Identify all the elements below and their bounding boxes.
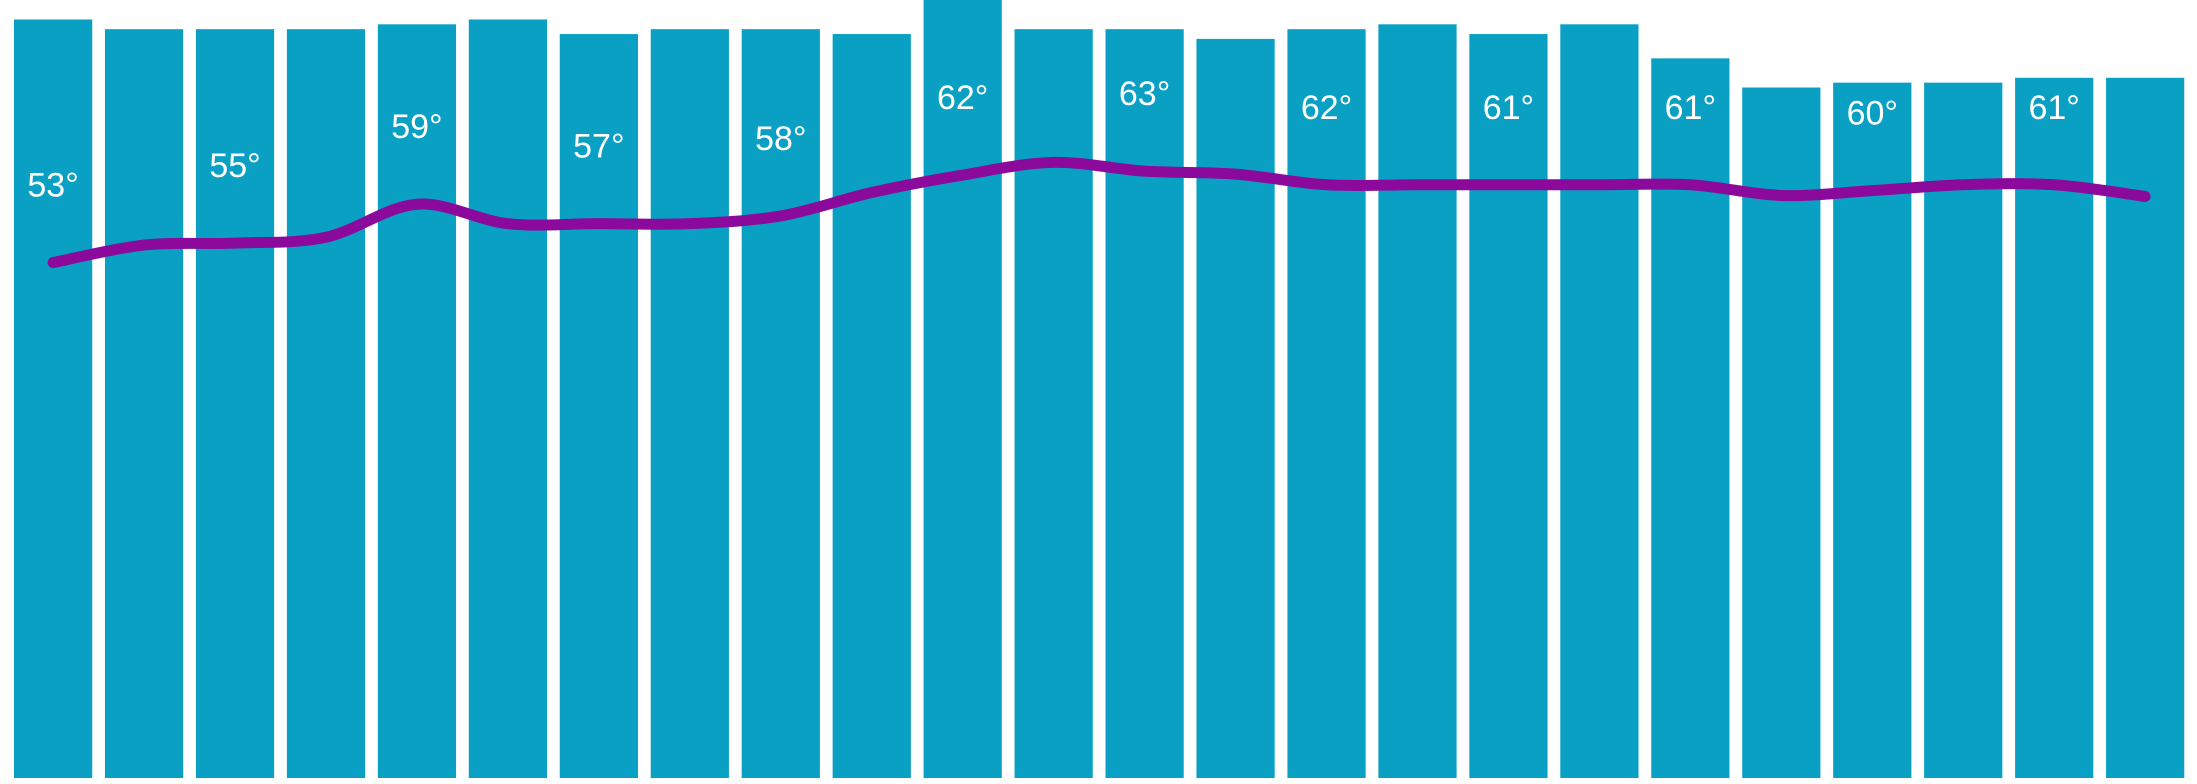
temp-label-10: 60° [1847,95,1898,133]
bar-10 [923,0,1002,778]
bar-20 [1833,82,1912,778]
bars-layer [14,0,2185,779]
temp-label-9: 61° [1665,89,1716,127]
bar-0 [14,19,93,778]
temp-label-1: 55° [209,147,260,185]
bar-5 [468,19,548,778]
bar-23 [2106,77,2185,779]
bar-14 [1287,29,1366,779]
temp-label-8: 61° [1483,89,1534,127]
bar-12 [1105,29,1184,779]
bar-9 [832,34,911,779]
bar-6 [559,34,638,779]
temp-label-6: 63° [1119,75,1170,113]
bar-11 [1014,29,1093,779]
line-layer [47,156,2151,269]
temp-label-0: 53° [27,167,78,205]
labels-layer: 53° 55° 59° 57° 58° 62° 63° 62° 61° 61° 60° 61° [27,75,2080,204]
bar-4 [377,24,457,779]
temp-label-2: 59° [391,108,442,146]
bar-15 [1378,24,1457,779]
bar-18 [1651,58,1730,779]
temp-label-11: 61° [2028,89,2079,127]
temp-label-4: 58° [755,120,806,158]
bar-3 [286,29,366,779]
bar-7 [650,29,729,779]
bar-19 [1742,87,1821,778]
bar-13 [1196,38,1275,778]
temp-label-7: 62° [1301,89,1352,127]
bar-8 [741,29,820,779]
bar-21 [1924,82,2003,778]
temp-label-5: 62° [937,79,988,117]
bar-16 [1469,34,1548,779]
temperature-line [47,156,2151,269]
bar-1 [104,29,184,779]
temp-label-3: 57° [573,128,624,166]
bar-17 [1560,24,1639,779]
bar-2 [195,29,275,779]
bar-22 [2015,77,2094,779]
